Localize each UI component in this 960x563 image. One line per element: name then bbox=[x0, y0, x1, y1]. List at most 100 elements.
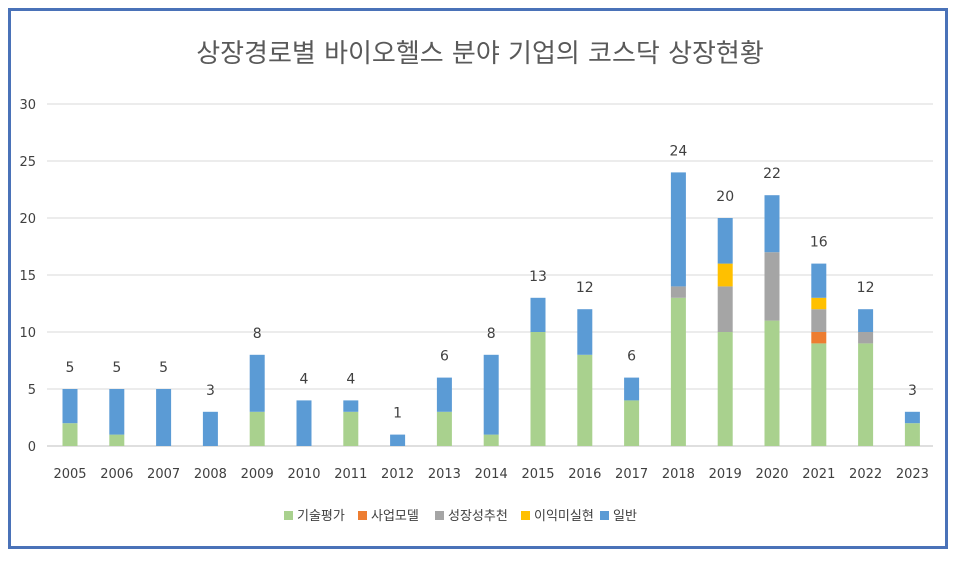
bar-segment-2006-0 bbox=[109, 434, 125, 446]
bar-segment-2015-0 bbox=[530, 332, 546, 446]
x-tick-label: 2021 bbox=[802, 467, 835, 482]
total-label: 16 bbox=[810, 235, 828, 251]
bar-segment-2018-4 bbox=[670, 172, 686, 287]
bar-segment-2020-4 bbox=[764, 195, 780, 253]
bar-segment-2023-0 bbox=[904, 423, 920, 446]
bar-segment-2019-0 bbox=[717, 332, 733, 446]
legend-swatch bbox=[435, 511, 444, 520]
y-tick-label: 25 bbox=[19, 155, 36, 170]
bar-segment-2021-1 bbox=[811, 332, 827, 344]
x-tick-label: 2016 bbox=[568, 467, 601, 482]
total-label: 24 bbox=[669, 143, 687, 159]
bar-segment-2008-4 bbox=[202, 411, 218, 446]
bar-segment-2007-4 bbox=[156, 389, 172, 446]
total-label: 4 bbox=[300, 371, 309, 387]
total-label: 1 bbox=[393, 406, 402, 422]
bar-segment-2006-4 bbox=[109, 389, 125, 435]
x-tick-label: 2014 bbox=[475, 467, 508, 482]
bar-segment-2005-0 bbox=[62, 423, 78, 446]
bar-segment-2019-4 bbox=[717, 218, 733, 264]
bar-segment-2018-0 bbox=[670, 297, 686, 446]
y-tick-label: 20 bbox=[19, 212, 36, 227]
legend-swatch bbox=[284, 511, 293, 520]
legend-label: 이익미실현 bbox=[534, 509, 594, 524]
bar-segment-2013-4 bbox=[436, 377, 452, 412]
gridlines bbox=[47, 103, 933, 447]
total-label: 3 bbox=[908, 383, 917, 399]
x-tick-label: 2008 bbox=[194, 467, 227, 482]
y-tick-label: 10 bbox=[19, 326, 36, 341]
legend-label: 성장성추천 bbox=[448, 509, 508, 524]
y-axis-ticks: 0 5 10 15 20 25 30 bbox=[19, 98, 36, 455]
legend-swatch bbox=[358, 511, 367, 520]
total-label: 4 bbox=[346, 371, 355, 387]
total-label: 3 bbox=[206, 383, 215, 399]
bar-segment-2016-4 bbox=[577, 309, 593, 355]
x-tick-label: 2017 bbox=[615, 467, 648, 482]
total-label: 8 bbox=[253, 326, 262, 342]
total-label: 13 bbox=[529, 269, 547, 285]
bar-segment-2019-3 bbox=[717, 263, 733, 287]
bar-segment-2020-0 bbox=[764, 320, 780, 446]
total-label: 5 bbox=[159, 360, 168, 376]
x-tick-label: 2018 bbox=[662, 467, 695, 482]
total-label: 12 bbox=[576, 280, 594, 296]
total-label: 22 bbox=[763, 166, 781, 182]
x-tick-label: 2006 bbox=[100, 467, 133, 482]
bar-segment-2021-4 bbox=[811, 263, 827, 298]
total-label: 8 bbox=[487, 326, 496, 342]
bar-segment-2013-0 bbox=[436, 411, 452, 446]
bar-segment-2021-3 bbox=[811, 297, 827, 310]
x-tick-label: 2022 bbox=[849, 467, 882, 482]
bar-segment-2016-0 bbox=[577, 354, 593, 446]
bar-segment-2022-2 bbox=[858, 332, 874, 344]
bar-segment-2009-4 bbox=[249, 354, 265, 412]
x-tick-label: 2020 bbox=[755, 467, 788, 482]
bar-segment-2023-4 bbox=[904, 411, 920, 424]
bar-segment-2011-4 bbox=[343, 400, 359, 412]
total-label: 6 bbox=[627, 349, 636, 365]
chart-frame bbox=[8, 8, 948, 549]
total-label: 12 bbox=[857, 280, 875, 296]
legend: 기술평가 사업모델 성장성추천 이익미실현 일반 bbox=[284, 509, 637, 524]
legend-swatch bbox=[521, 511, 530, 520]
x-tick-label: 2005 bbox=[53, 467, 86, 482]
chart-title: 상장경로별 바이오헬스 분야 기업의 코스닥 상장현황 bbox=[196, 39, 764, 69]
bar-segment-2010-4 bbox=[296, 400, 312, 446]
bar-segment-2009-0 bbox=[249, 411, 265, 446]
bar-segment-2020-2 bbox=[764, 252, 780, 321]
x-tick-label: 2013 bbox=[428, 467, 461, 482]
bar-segment-2022-4 bbox=[858, 309, 874, 332]
y-tick-label: 15 bbox=[19, 269, 36, 284]
bar-segment-2014-0 bbox=[483, 434, 499, 446]
bar-segment-2005-4 bbox=[62, 389, 78, 424]
total-label: 6 bbox=[440, 349, 449, 365]
bar-segment-2014-4 bbox=[483, 354, 499, 435]
bar-segment-2017-0 bbox=[624, 400, 640, 446]
bar-segment-2018-2 bbox=[670, 286, 686, 298]
x-tick-label: 2007 bbox=[147, 467, 180, 482]
bar-segment-2019-2 bbox=[717, 286, 733, 332]
x-tick-label: 2015 bbox=[521, 467, 554, 482]
legend-label: 사업모델 bbox=[371, 509, 419, 524]
bar-segment-2012-4 bbox=[390, 434, 406, 446]
x-tick-label: 2023 bbox=[896, 467, 929, 482]
x-tick-label: 2019 bbox=[709, 467, 742, 482]
y-tick-label: 5 bbox=[28, 383, 36, 398]
total-label: 20 bbox=[716, 189, 734, 205]
total-label: 5 bbox=[66, 360, 75, 376]
legend-label: 일반 bbox=[613, 509, 637, 524]
bar-segment-2011-0 bbox=[343, 411, 359, 446]
bar-segment-2015-4 bbox=[530, 297, 546, 332]
x-tick-label: 2012 bbox=[381, 467, 414, 482]
bar-segment-2017-4 bbox=[624, 377, 640, 401]
bar-segment-2022-0 bbox=[858, 343, 874, 446]
x-tick-label: 2009 bbox=[241, 467, 274, 482]
bar-segment-2021-0 bbox=[811, 343, 827, 446]
x-tick-label: 2010 bbox=[287, 467, 320, 482]
legend-swatch bbox=[600, 511, 609, 520]
bars bbox=[62, 172, 920, 446]
y-tick-label: 30 bbox=[19, 98, 36, 113]
